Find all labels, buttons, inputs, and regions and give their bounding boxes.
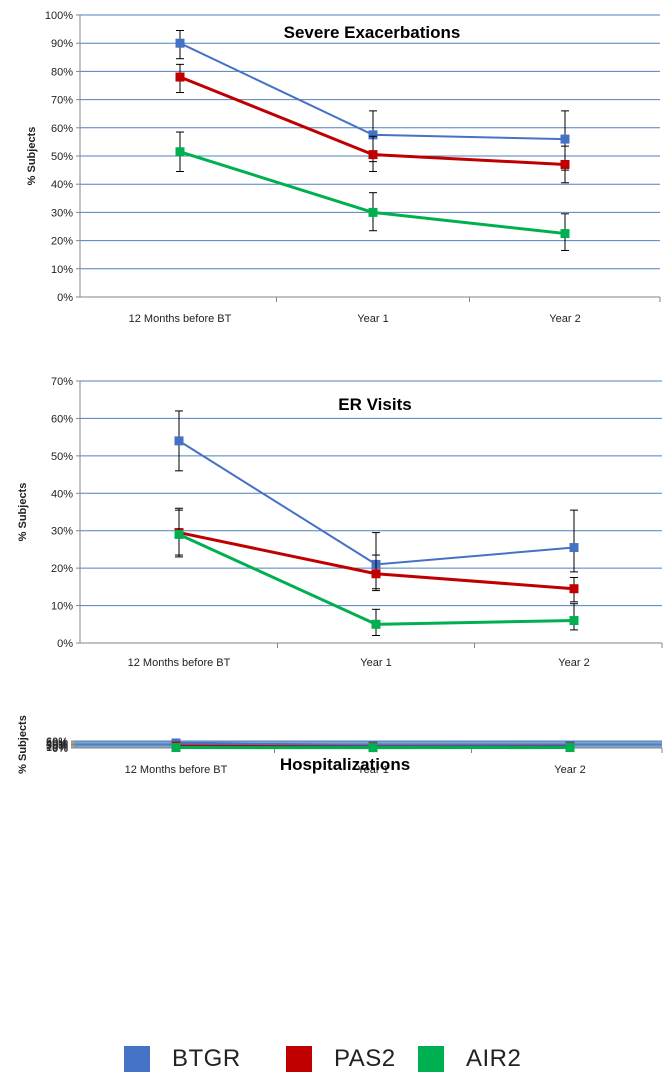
y-tick-label: 60% <box>51 123 73 135</box>
y-tick-label: 10% <box>51 601 73 613</box>
y-tick-label: 70% <box>51 376 73 388</box>
x-tick-label: 12 Months before BT <box>128 657 231 669</box>
x-tick-label: Year 1 <box>360 657 391 669</box>
y-axis-label: % Subjects <box>17 715 29 774</box>
data-point-btgr <box>175 38 185 48</box>
series-air2 <box>174 509 579 637</box>
y-tick-label: 100% <box>45 10 73 22</box>
data-point-air2 <box>368 207 378 217</box>
x-tick-label: 12 Months before BT <box>125 764 228 776</box>
data-point-air2 <box>171 743 181 753</box>
data-point-air2 <box>174 529 184 539</box>
data-point-pas2 <box>175 72 185 82</box>
data-point-air2 <box>569 616 579 626</box>
legend-swatch-air2 <box>418 1046 444 1072</box>
y-tick-label: 50% <box>46 737 68 749</box>
data-point-btgr <box>560 134 570 144</box>
x-tick-label: Year 2 <box>549 313 580 325</box>
x-tick-label: Year 2 <box>554 764 585 776</box>
y-tick-label: 10% <box>51 264 73 276</box>
charts-canvas: 0%10%20%30%40%50%60%70%80%90%100%12 Mont… <box>17 10 663 776</box>
legend-label-btgr: BTGR <box>172 1045 241 1072</box>
data-point-pas2 <box>368 150 378 160</box>
y-tick-label: 60% <box>46 736 68 748</box>
data-point-air2 <box>565 743 575 753</box>
x-tick-label: Year 1 <box>357 313 388 325</box>
data-point-air2 <box>368 743 378 753</box>
y-tick-label: 40% <box>51 179 73 191</box>
y-tick-label: 30% <box>51 207 73 219</box>
y-tick-label: 40% <box>51 488 73 500</box>
y-tick-label: 70% <box>51 95 73 107</box>
y-tick-label: 90% <box>51 38 73 50</box>
y-tick-label: 50% <box>51 151 73 163</box>
data-point-pas2 <box>560 159 570 169</box>
y-tick-label: 0% <box>57 292 73 304</box>
x-tick-label: 12 Months before BT <box>129 313 232 325</box>
chart-hospitalizations: 0%10%20%30%40%50%60% 12 Months before BT Y… <box>17 715 663 776</box>
series-pas2 <box>175 63 570 184</box>
data-point-air2 <box>175 147 185 157</box>
y-tick-label: 0% <box>52 743 68 755</box>
legend-label-pas2: PAS2 <box>334 1045 396 1072</box>
data-point-btgr <box>569 543 579 553</box>
y-tick-label: 20% <box>51 236 73 248</box>
y-tick-label: 40% <box>46 738 68 750</box>
data-point-air2 <box>560 229 570 239</box>
legend-item-air2: AIR2 <box>418 1034 521 1084</box>
y-tick-label: 80% <box>51 66 73 78</box>
data-point-btgr <box>368 130 378 140</box>
x-tick-label: Year 2 <box>558 657 589 669</box>
chart-title: Hospitalizations <box>280 755 410 774</box>
legend: BTGR PAS2 AIR2 <box>0 1034 670 1084</box>
y-tick-label: 60% <box>51 413 73 425</box>
y-tick-label: 20% <box>51 563 73 575</box>
chart-er-visits: 0% 10% 20% 30% 40% 50% 60% 70% 12 Months before … <box>17 376 663 669</box>
legend-label-air2: AIR2 <box>466 1045 522 1072</box>
legend-item-btgr: BTGR <box>124 1034 241 1084</box>
y-tick-label: 10% <box>46 742 68 754</box>
y-tick-label: 0% <box>57 638 73 650</box>
legend-swatch-btgr <box>124 1046 150 1072</box>
legend-swatch-pas2 <box>286 1046 312 1072</box>
data-point-pas2 <box>371 569 381 579</box>
data-point-air2 <box>371 619 381 629</box>
y-axis-label: % Subjects <box>26 127 38 186</box>
data-point-pas2 <box>569 584 579 594</box>
series-air2 <box>175 131 570 251</box>
chart-title: ER Visits <box>338 395 411 414</box>
y-tick-label: 50% <box>51 451 73 463</box>
data-point-btgr <box>174 436 184 446</box>
y-tick-label: 30% <box>51 526 73 538</box>
y-tick-label: 30% <box>46 740 68 752</box>
series-air2 <box>171 743 575 753</box>
legend-item-pas2: PAS2 <box>286 1034 396 1084</box>
y-axis-label: % Subjects <box>17 483 29 542</box>
series-pas2 <box>174 507 579 603</box>
chart-title: Severe Exacerbations <box>284 23 461 42</box>
x-tick-label: Year 1 <box>357 764 388 776</box>
y-tick-label: 20% <box>46 741 68 753</box>
chart-severe-exacerbations: 0% 10% 20% 30% 40% 50% 60% 70% 80% 90% 100% 12 Mont… <box>26 10 661 325</box>
